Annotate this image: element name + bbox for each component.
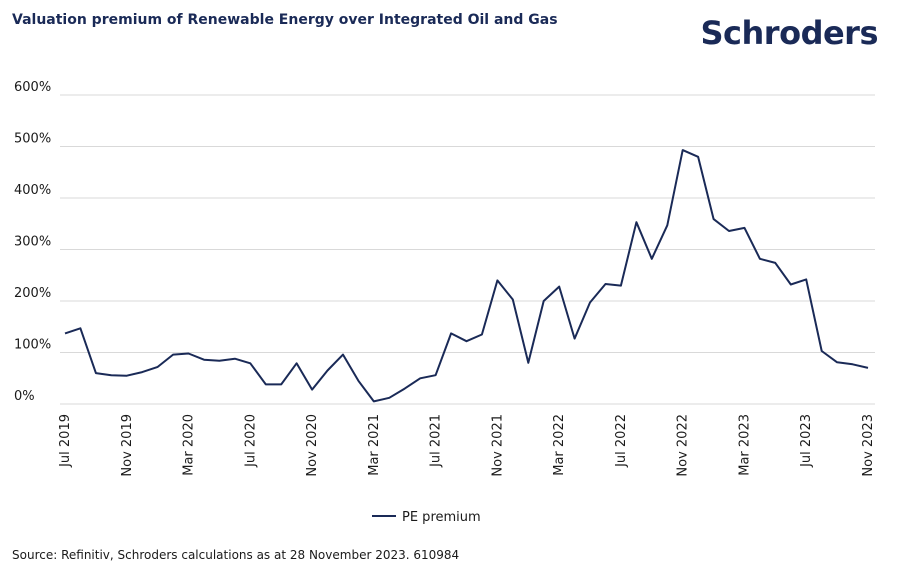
y-tick-label: 200% bbox=[14, 286, 51, 301]
x-tick-label: Mar 2022 bbox=[552, 414, 567, 476]
legend-label: PE premium bbox=[402, 510, 481, 525]
x-tick-label: Nov 2020 bbox=[305, 414, 320, 477]
x-tick-label: Nov 2019 bbox=[120, 414, 135, 477]
x-tick-label: Jul 2022 bbox=[614, 414, 629, 468]
y-tick-label: 300% bbox=[14, 235, 51, 250]
y-tick-label: 100% bbox=[14, 338, 51, 353]
x-tick-label: Nov 2022 bbox=[676, 414, 691, 477]
y-tick-label: 600% bbox=[14, 80, 51, 95]
x-tick-label: Mar 2021 bbox=[367, 414, 382, 476]
data-line bbox=[64, 149, 869, 403]
source-note: Source: Refinitiv, Schroders calculation… bbox=[12, 548, 459, 562]
x-tick-label: Nov 2021 bbox=[490, 414, 505, 477]
y-tick-label: 500% bbox=[14, 132, 51, 147]
chart-title: Valuation premium of Renewable Energy ov… bbox=[12, 12, 558, 28]
x-tick-label: Jul 2020 bbox=[243, 414, 258, 468]
x-tick-label: Nov 2023 bbox=[861, 414, 876, 477]
x-tick-label: Mar 2020 bbox=[182, 414, 197, 476]
x-tick-label: Jul 2019 bbox=[58, 414, 73, 468]
y-tick-label: 400% bbox=[14, 183, 51, 198]
x-tick-label: Jul 2023 bbox=[799, 414, 814, 468]
brand-logo: Schroders bbox=[701, 14, 879, 52]
y-tick-label: 0% bbox=[14, 389, 35, 404]
x-tick-label: Jul 2021 bbox=[429, 414, 444, 468]
x-tick-label: Mar 2023 bbox=[737, 414, 752, 476]
